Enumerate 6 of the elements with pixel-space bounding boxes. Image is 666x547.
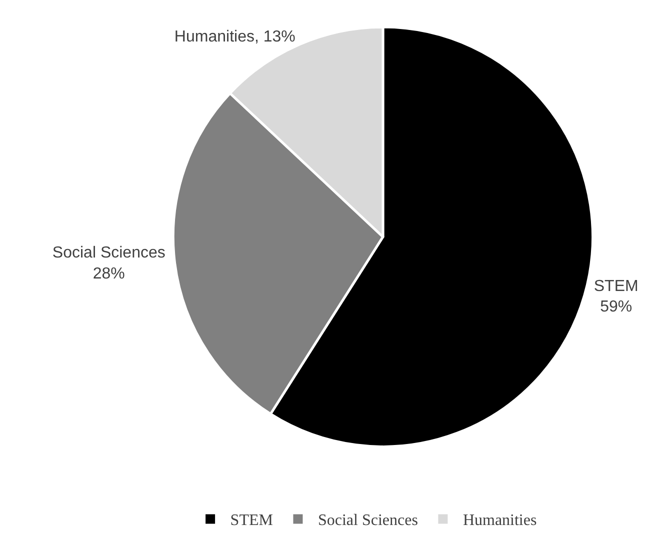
data-label: Humanities, 13% [174, 28, 296, 46]
legend-label: Social Sciences [318, 512, 418, 530]
legend-label: Humanities [462, 512, 537, 530]
data-label: Social Sciences 28% [52, 244, 166, 282]
legend-label: STEM [230, 512, 273, 530]
data-label: STEM 59% [594, 278, 638, 316]
